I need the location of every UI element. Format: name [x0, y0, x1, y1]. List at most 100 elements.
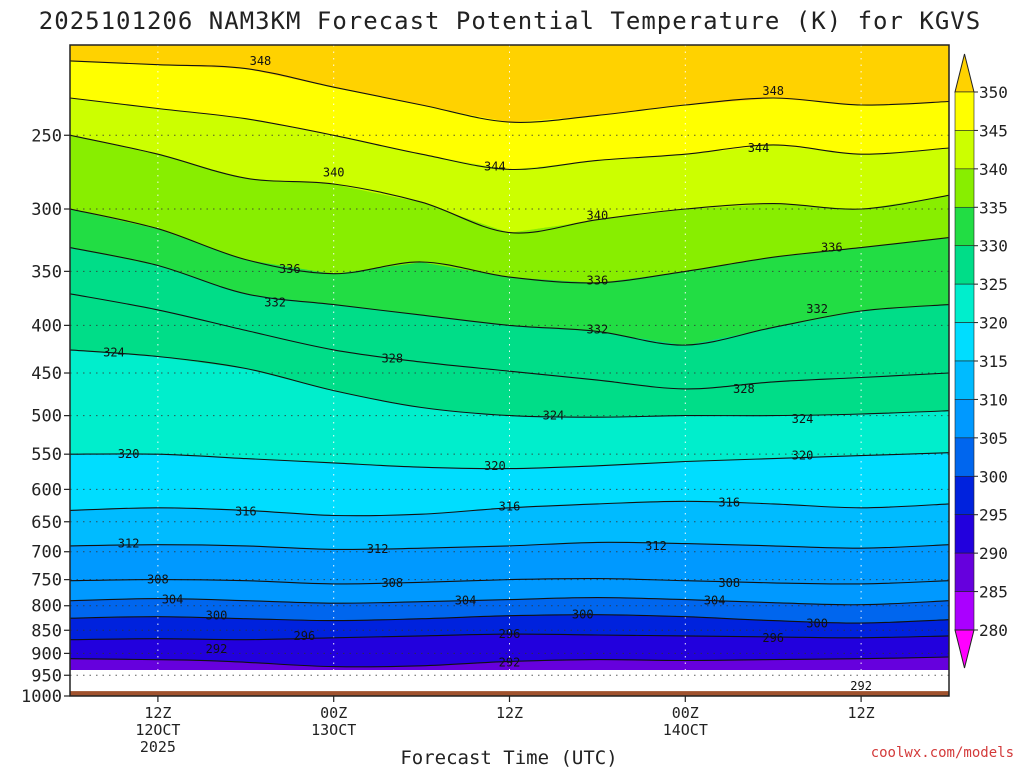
contour-label-304: 304 [704, 594, 726, 608]
contour-label-292: 292 [206, 642, 228, 656]
isentrope-292 [70, 656, 949, 668]
y-tick-label-650: 650 [31, 513, 62, 533]
contour-label-308: 308 [147, 573, 169, 587]
isentrope-312 [70, 541, 949, 551]
contour-label-316: 316 [235, 505, 257, 519]
y-tick-label-300: 300 [31, 200, 62, 220]
contour-label-332: 332 [264, 295, 286, 309]
contour-label-344: 344 [748, 141, 770, 155]
contour-label-296: 296 [499, 627, 521, 641]
isentrope-304 [70, 597, 949, 606]
contour-label-296: 296 [762, 631, 784, 645]
isentrope-300 [70, 614, 949, 624]
contour-label-348: 348 [762, 84, 784, 98]
contour-label-316: 316 [499, 500, 521, 514]
x-tick-label-18-1: 13OCT [311, 721, 356, 739]
isentrope-308 [70, 578, 949, 585]
colorbar-swatch-285 [954, 591, 975, 631]
contour-label-312: 312 [118, 537, 140, 551]
y-tick-label-1000: 1000 [21, 687, 62, 707]
y-tick-label-900: 900 [31, 644, 62, 664]
chart-title: 2025101206 NAM3KM Forecast Potential Tem… [39, 7, 981, 35]
colorbar-label-325: 325 [979, 275, 1008, 294]
x-tick-label-6-1: 12OCT [135, 721, 180, 739]
colorbar-label-315: 315 [979, 352, 1008, 371]
x-tick-label-42-1: 14OCT [663, 721, 708, 739]
contour-label-308: 308 [381, 576, 403, 590]
contour-label-312: 312 [367, 542, 389, 556]
isentrope-316 [70, 500, 949, 517]
colorbar-label-300: 300 [979, 467, 1008, 486]
contour-labels: 348 348 344 344 340 340 336 336 336 332 332 332 328 3… [103, 54, 872, 693]
contour-label-336: 336 [279, 262, 301, 276]
y-tick-label-450: 450 [31, 364, 62, 384]
y-tick-label-700: 700 [31, 543, 62, 563]
colorbar-swatch-350 [954, 91, 975, 131]
credit-text: coolwx.com/models [871, 745, 1014, 761]
colorbar-label-295: 295 [979, 506, 1008, 525]
contour-label-300: 300 [572, 608, 594, 622]
colorbar-label-290: 290 [979, 544, 1008, 563]
isentrope-324 [70, 349, 949, 418]
colorbar-swatch-290 [954, 552, 975, 592]
contour-label-348: 348 [250, 54, 272, 68]
isentrope-340 [70, 134, 949, 234]
x-tick-label-30-0: 12Z [496, 704, 523, 722]
colorbar-swatch-300 [954, 475, 975, 516]
band-308-312 [70, 542, 949, 585]
colorbar-label-330: 330 [979, 237, 1008, 256]
contour-label-316: 316 [718, 496, 740, 510]
colorbar: 350 345 340 335 330 325 320 315 310 305 300 295 290 2… [954, 53, 1008, 669]
contour-label-324: 324 [543, 409, 565, 423]
y-tick-label-850: 850 [31, 621, 62, 641]
colorbar-arrow-top [954, 53, 975, 93]
contour-label-320: 320 [118, 447, 140, 461]
y-tick-label-750: 750 [31, 571, 62, 591]
y-tick-label-600: 600 [31, 480, 62, 500]
contour-label-336: 336 [821, 241, 843, 255]
contour-label-336: 336 [587, 273, 609, 287]
colorbar-swatch-335 [954, 206, 975, 247]
isentrope-328 [70, 293, 949, 390]
contour-label-340: 340 [323, 165, 345, 179]
colorbar-swatch-305 [954, 437, 975, 477]
y-tick-label-950: 950 [31, 666, 62, 686]
y-axis: 250 300 350 400 450 500 550 600 650 700 750 800 850 9… [21, 126, 70, 707]
x-tick-label-54-0: 12Z [848, 704, 875, 722]
y-tick-label-550: 550 [31, 445, 62, 465]
colorbar-arrow-bottom [954, 629, 975, 669]
contour-label-304: 304 [162, 593, 184, 607]
contour-label-292: 292 [850, 679, 872, 693]
colorbar-swatch-310 [954, 399, 975, 439]
isentrope-344 [70, 97, 949, 171]
contour-label-324: 324 [792, 412, 814, 426]
y-tick-label-500: 500 [31, 407, 62, 427]
colorbar-swatch-325 [954, 283, 975, 323]
y-tick-label-350: 350 [31, 262, 62, 282]
isentrope-296 [70, 633, 949, 641]
contour-label-320: 320 [792, 449, 814, 463]
ground-surface [70, 691, 949, 697]
contour-label-304: 304 [455, 594, 477, 608]
isentrope-336 [70, 208, 949, 284]
colorbar-swatch-345 [954, 130, 975, 170]
colorbar-swatch-340 [954, 168, 975, 208]
colorbar-swatch-315 [954, 360, 975, 400]
contour-label-340: 340 [587, 209, 609, 223]
colorbar-swatch-295 [954, 514, 975, 554]
contour-label-332: 332 [806, 302, 828, 316]
isentrope-320 [70, 452, 949, 470]
colorbar-label-280: 280 [979, 621, 1008, 640]
ground-fill [70, 691, 949, 696]
colorbar-swatch-330 [954, 245, 975, 285]
isentrope-contours [70, 60, 949, 668]
x-axis-label: Forecast Time (UTC) [400, 747, 617, 768]
x-tick-label-6-0: 12Z [144, 704, 171, 722]
y-tick-label-400: 400 [31, 316, 62, 336]
grid-lines [70, 45, 949, 697]
x-tick-label-18-0: 00Z [320, 704, 347, 722]
colorbar-label-320: 320 [979, 314, 1008, 333]
colorbar-label-350: 350 [979, 83, 1008, 102]
